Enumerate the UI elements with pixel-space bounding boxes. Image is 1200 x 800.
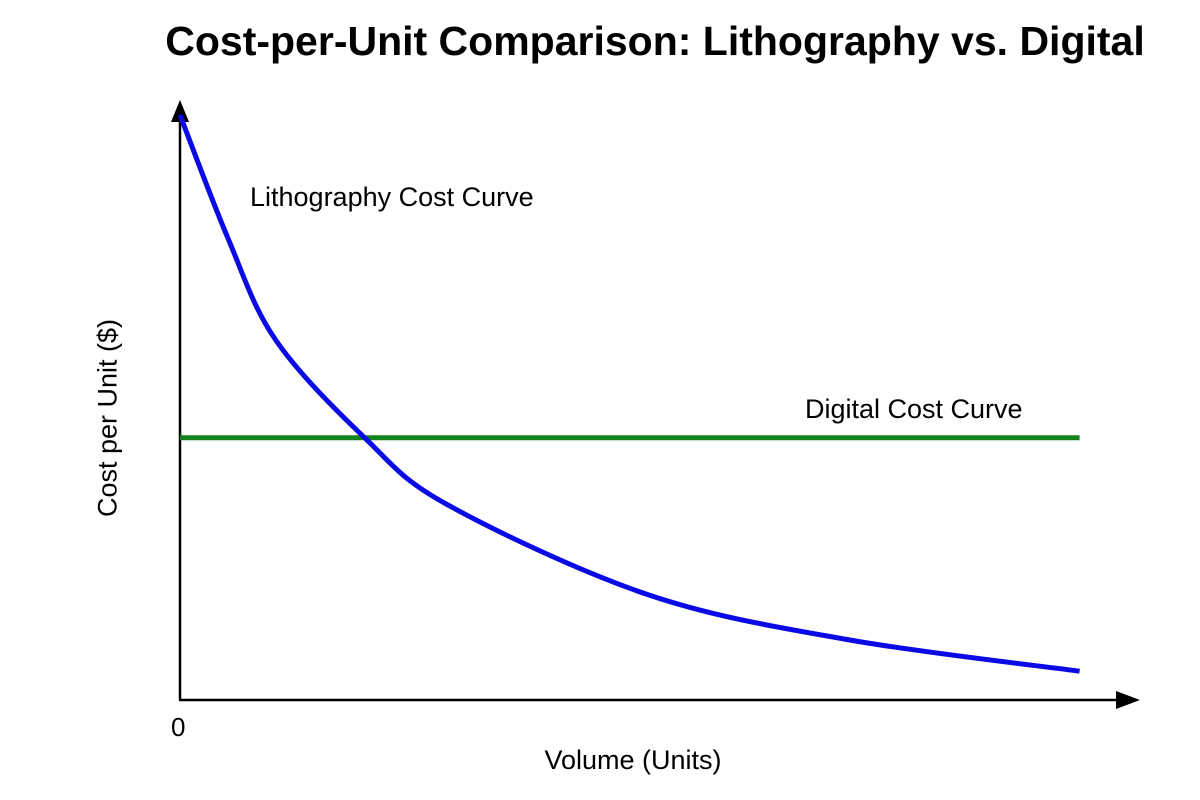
x-axis-arrow-icon <box>1116 691 1140 709</box>
digital-series-label: Digital Cost Curve <box>805 394 1023 424</box>
lithography-cost-curve <box>177 114 1080 674</box>
origin-tick-label: 0 <box>171 712 186 742</box>
x-axis-label: Volume (Units) <box>544 745 722 775</box>
y-axis-label: Cost per Unit ($) <box>92 318 123 518</box>
lithography-series-label: Lithography Cost Curve <box>250 182 534 212</box>
chart-title: Cost-per-Unit Comparison: Lithography vs… <box>165 18 1145 64</box>
y-axis-arrow-icon <box>171 100 189 122</box>
